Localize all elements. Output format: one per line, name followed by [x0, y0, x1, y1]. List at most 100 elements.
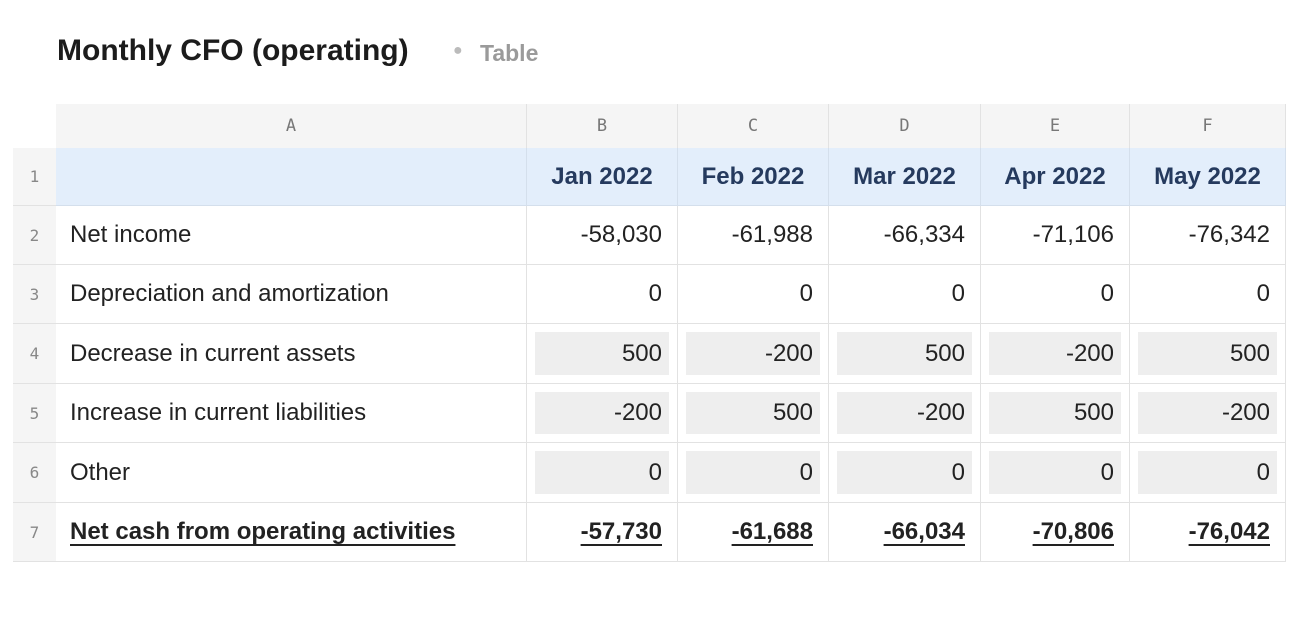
value-text: -61,688 [731, 518, 813, 545]
value-cell: -66,334 [829, 206, 981, 265]
value-cell: -57,730 [527, 503, 678, 562]
value-cell: 0 [1130, 443, 1286, 503]
value-text: -76,342 [1188, 221, 1270, 248]
value-text: 0 [1256, 280, 1270, 307]
month-header: Mar 2022 [829, 148, 981, 206]
column-letter: A [56, 104, 527, 148]
input-box [989, 451, 1121, 494]
value-text: -200 [916, 399, 965, 426]
value-text: -200 [1065, 339, 1114, 367]
header-cell [56, 148, 527, 206]
value-text: 0 [648, 458, 662, 486]
input-box [1138, 451, 1277, 494]
value-cell: 0 [829, 265, 981, 324]
separator: ● [453, 42, 463, 59]
input-box [837, 332, 972, 375]
value-text: 0 [648, 280, 662, 307]
input-box [837, 392, 972, 434]
value-text: -200 [613, 399, 662, 426]
column-letter: E [981, 104, 1130, 148]
value-cell: 0 [527, 443, 678, 503]
row-number: 3 [13, 265, 56, 324]
value-cell: -58,030 [527, 206, 678, 265]
value-text: 500 [621, 339, 662, 367]
row-label: Decrease in current assets [56, 324, 527, 384]
value-text: -76,042 [1188, 518, 1270, 545]
value-cell: -61,688 [678, 503, 829, 562]
column-letter: B [527, 104, 678, 148]
row-number: 5 [13, 384, 56, 443]
row-label: Net income [56, 206, 527, 265]
column-letter: F [1130, 104, 1286, 148]
row-number: 2 [13, 206, 56, 265]
value-text: 0 [951, 458, 965, 486]
row-number: 4 [13, 324, 56, 384]
value-text: 500 [924, 339, 965, 367]
row-label: Net cash from operating activities [56, 503, 527, 562]
row-label-text: Net income [70, 221, 192, 248]
value-cell: 500 [1130, 324, 1286, 384]
value-cell: 500 [678, 384, 829, 443]
row-number: 1 [13, 148, 56, 206]
value-text: 0 [1256, 458, 1270, 486]
value-cell: -200 [527, 384, 678, 443]
value-text: -66,034 [883, 518, 965, 545]
value-text: -70,806 [1032, 518, 1114, 545]
value-cell: 0 [981, 265, 1130, 324]
value-cell: 0 [1130, 265, 1286, 324]
value-text: -61,988 [731, 221, 813, 248]
value-text: 0 [1100, 458, 1114, 486]
column-letter: C [678, 104, 829, 148]
value-text: 0 [1100, 280, 1114, 307]
month-header: Feb 2022 [678, 148, 829, 206]
value-cell: -200 [981, 324, 1130, 384]
input-box [535, 392, 669, 434]
input-box [989, 332, 1121, 375]
value-text: 500 [772, 399, 813, 426]
value-text: -57,730 [580, 518, 662, 545]
row-label-text: Net cash from operating activities [70, 518, 456, 545]
month-header: Apr 2022 [981, 148, 1130, 206]
value-cell: -200 [678, 324, 829, 384]
value-text: -71,106 [1032, 221, 1114, 248]
value-cell: -71,106 [981, 206, 1130, 265]
value-cell: 0 [527, 265, 678, 324]
value-cell: 500 [829, 324, 981, 384]
value-text: 500 [1073, 399, 1114, 426]
month-header: Jan 2022 [527, 148, 678, 206]
input-box [535, 332, 669, 375]
value-cell: -61,988 [678, 206, 829, 265]
title: Monthly CFO (operating) [57, 34, 409, 67]
value-cell: 0 [678, 265, 829, 324]
value-text: -58,030 [580, 221, 662, 248]
value-text: 500 [1229, 339, 1270, 367]
value-text: 0 [799, 280, 813, 307]
value-text: -200 [1221, 399, 1270, 426]
value-cell: -76,342 [1130, 206, 1286, 265]
input-box [686, 392, 820, 434]
row-label: Other [56, 443, 527, 503]
value-text: 0 [951, 280, 965, 307]
value-cell: 0 [981, 443, 1130, 503]
row-label-text: Decrease in current assets [70, 339, 356, 367]
value-cell: 500 [981, 384, 1130, 443]
value-cell: 0 [678, 443, 829, 503]
row-label-text: Increase in current liabilities [70, 399, 367, 426]
value-text: -66,334 [883, 221, 965, 248]
value-text: -200 [764, 339, 813, 367]
row-label-text: Other [70, 458, 131, 486]
value-cell: -200 [829, 384, 981, 443]
input-box [1138, 392, 1277, 434]
row-label: Increase in current liabilities [56, 384, 527, 443]
input-box [535, 451, 669, 494]
input-box [686, 332, 820, 375]
value-cell: -70,806 [981, 503, 1130, 562]
value-text: 0 [799, 458, 813, 486]
input-box [686, 451, 820, 494]
value-cell: -76,042 [1130, 503, 1286, 562]
month-header: May 2022 [1130, 148, 1286, 206]
row-label: Depreciation and amortization [56, 265, 527, 324]
input-box [837, 451, 972, 494]
row-label-text: Depreciation and amortization [70, 280, 389, 307]
